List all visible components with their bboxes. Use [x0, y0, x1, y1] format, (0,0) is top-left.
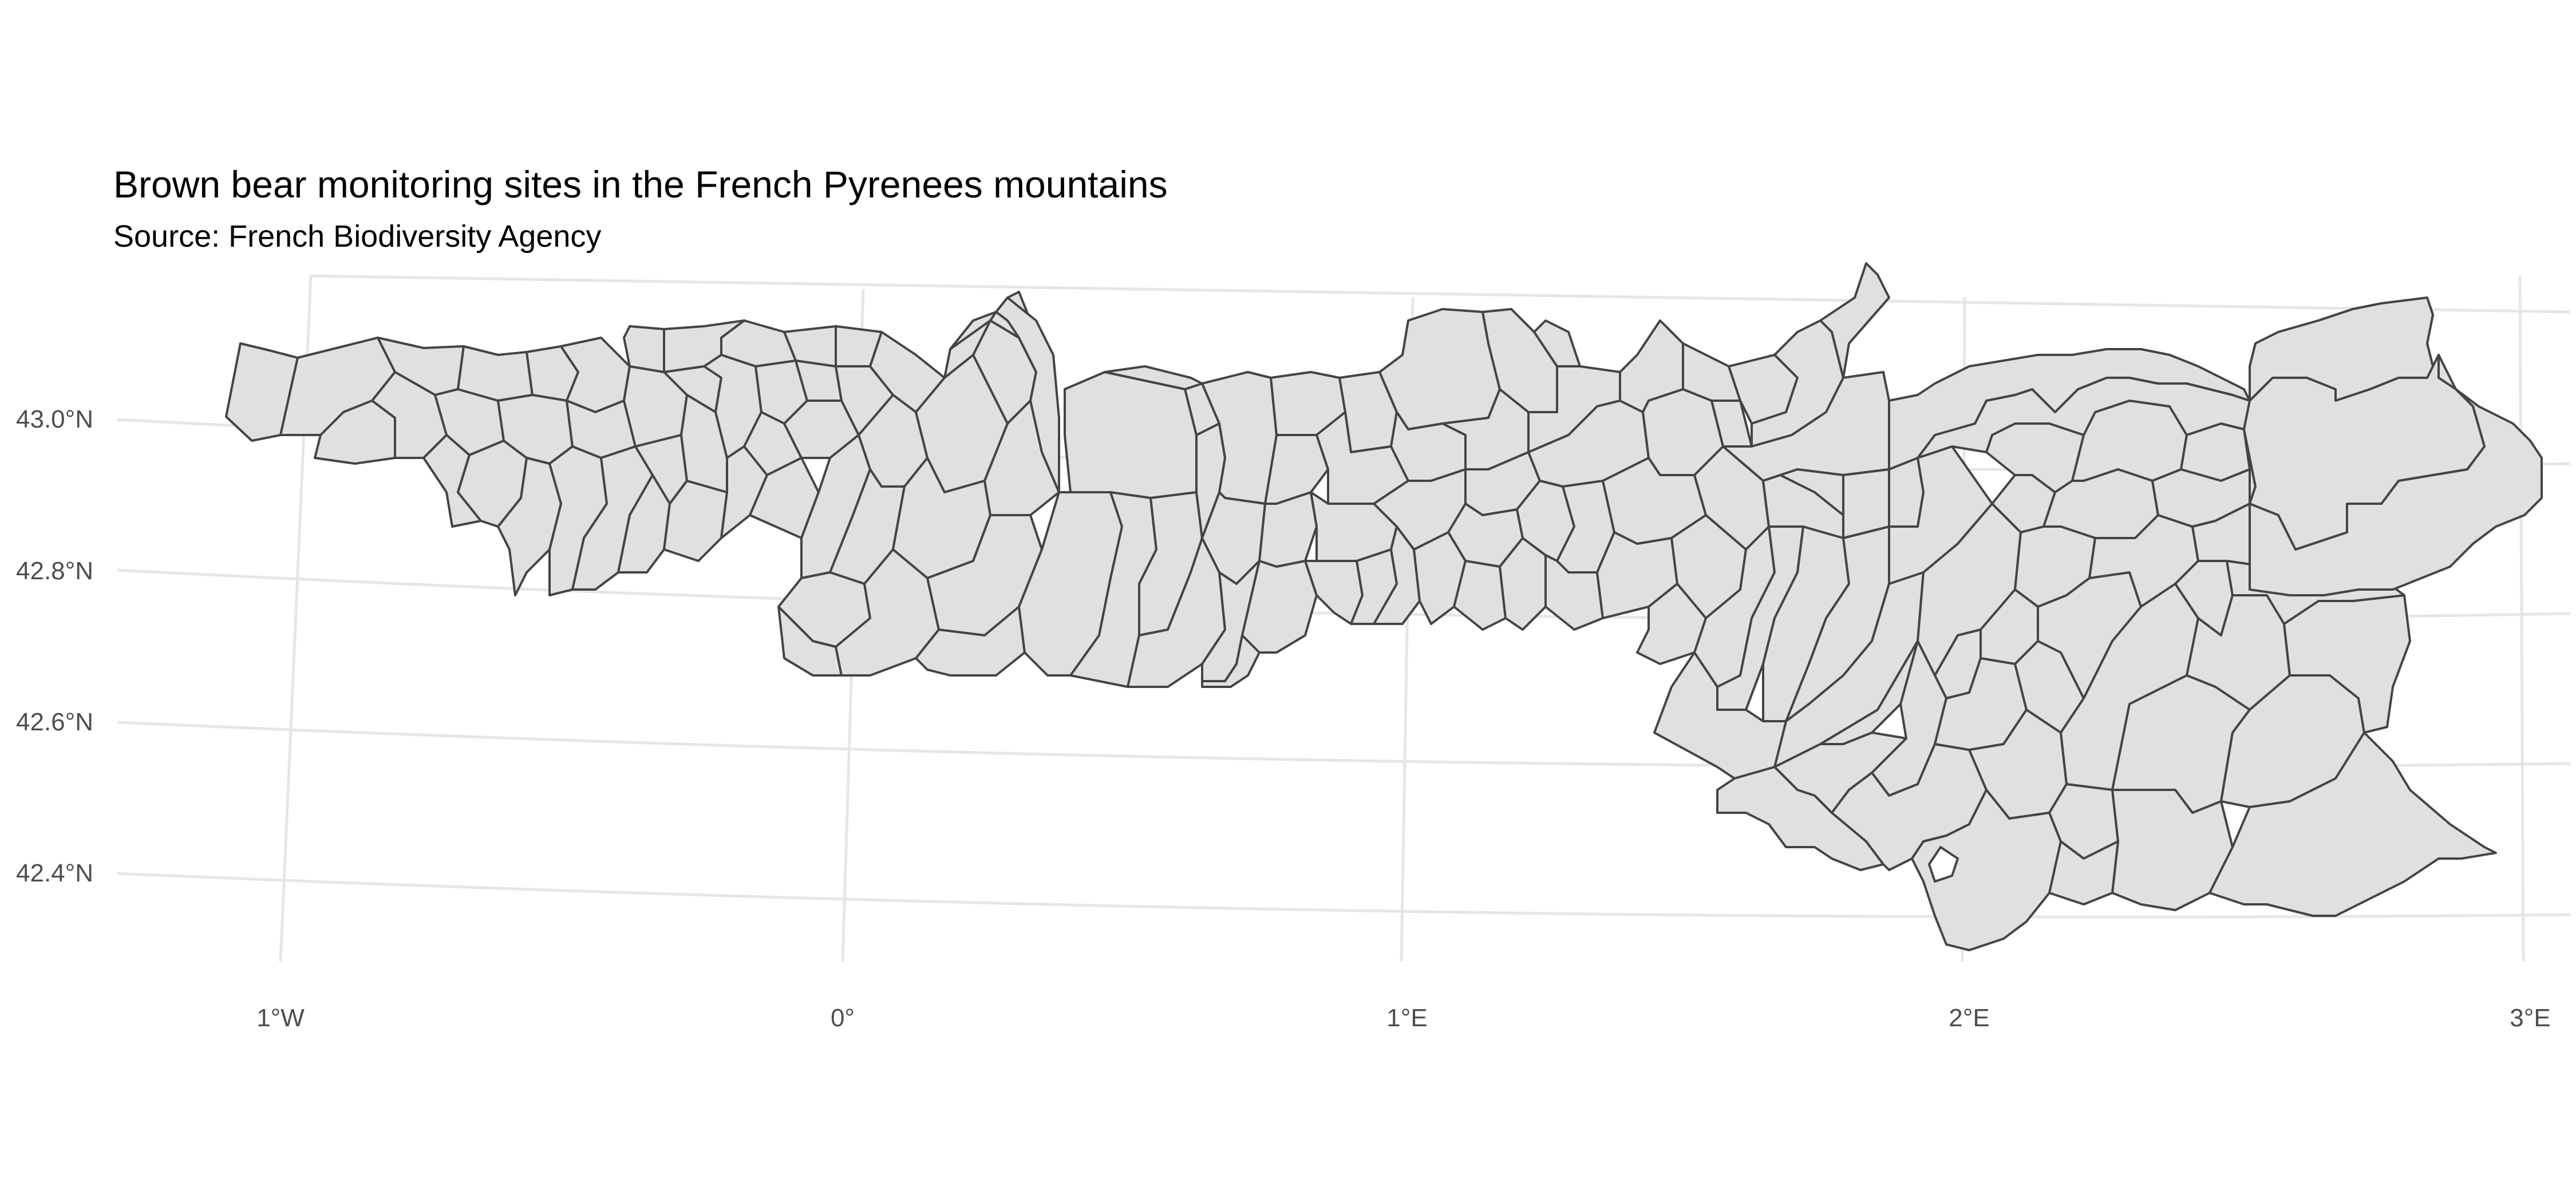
monitoring-site[interactable] — [623, 325, 665, 373]
monitoring-site[interactable] — [1258, 491, 1318, 568]
monitoring-site[interactable] — [1453, 560, 1507, 631]
x-tick-label: 0° — [831, 1004, 855, 1032]
x-tick-label: 1°W — [256, 1004, 305, 1032]
monitoring-site[interactable] — [1533, 319, 1581, 367]
y-tick-label: 42.6°N — [16, 708, 93, 736]
monitoring-site[interactable] — [1264, 434, 1329, 505]
x-tick-label: 1°E — [1386, 1004, 1427, 1032]
y-tick-label: 43.0°N — [16, 405, 93, 433]
x-tick-label: 2°E — [1949, 1004, 1989, 1032]
graticule-top — [310, 274, 2571, 314]
map-subtitle: Source: French Biodiversity Agency — [113, 219, 602, 254]
monitoring-site[interactable] — [995, 296, 1060, 493]
monitoring-site[interactable] — [1928, 846, 1959, 883]
monitoring-site[interactable] — [1716, 766, 1884, 871]
monitoring-site[interactable] — [2208, 732, 2497, 917]
monitoring-sites-layer — [225, 262, 2543, 951]
monitoring-site[interactable] — [1883, 343, 1918, 372]
y-axis-ticks: 43.0°N 42.8°N 42.6°N 42.4°N — [16, 405, 93, 887]
monitoring-site[interactable] — [1653, 651, 1787, 780]
x-tick-label: 3°E — [2510, 1004, 2550, 1032]
monitoring-site[interactable] — [1544, 554, 1604, 631]
monitoring-site[interactable] — [1819, 262, 1890, 379]
monitoring-site[interactable] — [1064, 371, 1198, 499]
monitoring-site[interactable] — [1104, 365, 1203, 390]
graticule-lat-42.4 — [117, 872, 2571, 919]
monitoring-site[interactable] — [835, 548, 940, 677]
monitoring-site[interactable] — [457, 345, 534, 402]
map-title: Brown bear monitoring sites in the Frenc… — [113, 163, 1168, 205]
monitoring-site[interactable] — [1888, 348, 2251, 470]
monitoring-site[interactable] — [1636, 583, 1707, 665]
x-axis-ticks: 1°W 0° 1°E 2°E 3°E — [256, 1004, 2551, 1032]
y-tick-label: 42.4°N — [16, 859, 93, 887]
y-tick-label: 42.8°N — [16, 557, 93, 585]
monitoring-site[interactable] — [2249, 296, 2434, 402]
monitoring-site[interactable] — [1378, 308, 1501, 430]
monitoring-site[interactable] — [1842, 468, 1890, 539]
graticule-lon-3E — [2518, 275, 2525, 962]
monitoring-site[interactable] — [663, 319, 745, 373]
